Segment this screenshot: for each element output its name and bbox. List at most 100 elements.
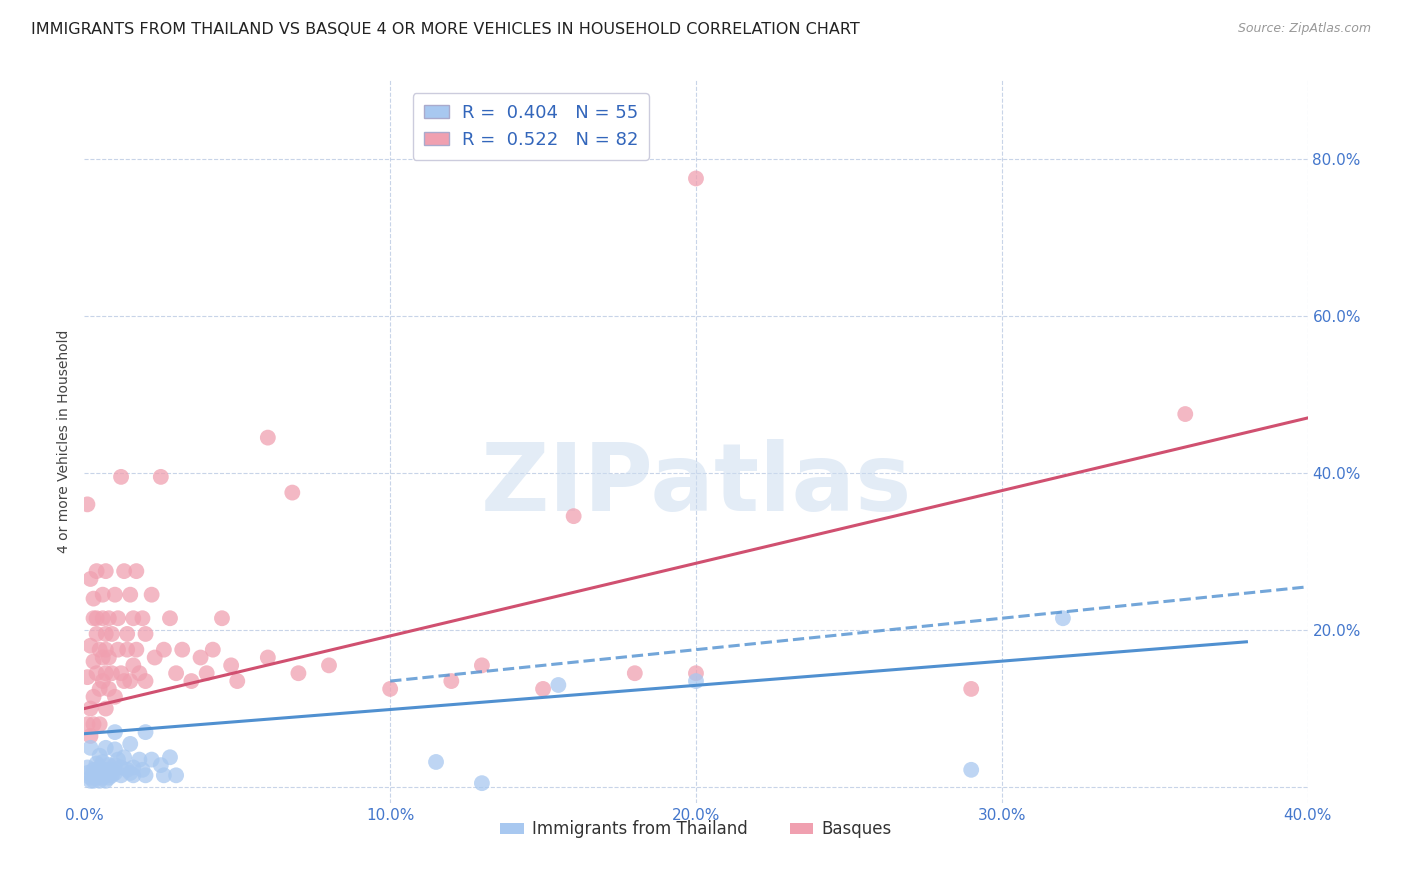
Point — [94, 627, 117, 641]
Point — [104, 690, 127, 704]
Point — [471, 658, 494, 673]
Point — [226, 674, 249, 689]
Point — [91, 764, 114, 779]
Point — [101, 763, 124, 777]
Point — [131, 611, 153, 625]
Point — [115, 642, 138, 657]
Point — [159, 611, 181, 625]
Point — [79, 771, 101, 785]
Point — [685, 171, 707, 186]
Point — [89, 642, 111, 657]
Point — [153, 642, 176, 657]
Point — [86, 666, 108, 681]
Point — [562, 509, 585, 524]
Text: ZIPatlas: ZIPatlas — [481, 439, 911, 531]
Point — [128, 666, 150, 681]
Point — [180, 674, 202, 689]
Point — [257, 431, 280, 445]
Point — [79, 572, 101, 586]
Point — [149, 758, 172, 772]
Point — [79, 773, 101, 788]
Text: Source: ZipAtlas.com: Source: ZipAtlas.com — [1237, 22, 1371, 36]
Point — [104, 766, 127, 780]
Point — [112, 564, 135, 578]
Point — [153, 768, 176, 782]
Point — [122, 760, 145, 774]
Point — [143, 650, 166, 665]
Point — [120, 737, 142, 751]
Point — [94, 666, 117, 681]
Point — [110, 760, 132, 774]
Point — [83, 655, 105, 669]
Point — [86, 771, 108, 785]
Point — [91, 674, 114, 689]
Point — [86, 766, 108, 780]
Point — [165, 768, 187, 782]
Point — [1052, 611, 1074, 625]
Point — [135, 674, 157, 689]
Point — [135, 768, 157, 782]
Point — [120, 588, 142, 602]
Point — [76, 766, 98, 780]
Point — [141, 588, 163, 602]
Point — [89, 681, 111, 696]
Point — [125, 564, 148, 578]
Point — [115, 627, 138, 641]
Point — [287, 666, 309, 681]
Point — [97, 766, 120, 780]
Point — [318, 658, 340, 673]
Point — [76, 497, 98, 511]
Point — [83, 591, 105, 606]
Point — [159, 750, 181, 764]
Point — [91, 650, 114, 665]
Point — [91, 771, 114, 785]
Point — [89, 717, 111, 731]
Point — [281, 485, 304, 500]
Point — [86, 611, 108, 625]
Text: IMMIGRANTS FROM THAILAND VS BASQUE 4 OR MORE VEHICLES IN HOUSEHOLD CORRELATION C: IMMIGRANTS FROM THAILAND VS BASQUE 4 OR … — [31, 22, 859, 37]
Point — [149, 470, 172, 484]
Point — [89, 748, 111, 763]
Point — [685, 666, 707, 681]
Point — [104, 725, 127, 739]
Point — [76, 760, 98, 774]
Point — [83, 690, 105, 704]
Point — [128, 753, 150, 767]
Point — [83, 611, 105, 625]
Point — [79, 729, 101, 743]
Point — [97, 681, 120, 696]
Point — [531, 681, 554, 696]
Point — [107, 753, 129, 767]
Point — [91, 755, 114, 769]
Point — [94, 740, 117, 755]
Point — [960, 681, 983, 696]
Point — [122, 768, 145, 782]
Point — [190, 650, 212, 665]
Point — [122, 658, 145, 673]
Point — [107, 611, 129, 625]
Point — [94, 773, 117, 788]
Point — [380, 681, 402, 696]
Point — [86, 627, 108, 641]
Point — [107, 642, 129, 657]
Point — [97, 650, 120, 665]
Point — [960, 763, 983, 777]
Point — [135, 725, 157, 739]
Point — [120, 766, 142, 780]
Point — [94, 768, 117, 782]
Point — [104, 758, 127, 772]
Point — [97, 758, 120, 772]
Point — [94, 701, 117, 715]
Point — [547, 678, 569, 692]
Y-axis label: 4 or more Vehicles in Household: 4 or more Vehicles in Household — [58, 330, 72, 553]
Point — [94, 642, 117, 657]
Point — [101, 666, 124, 681]
Point — [83, 773, 105, 788]
Point — [165, 666, 187, 681]
Point — [79, 740, 101, 755]
Point — [110, 768, 132, 782]
Point — [122, 611, 145, 625]
Point — [104, 588, 127, 602]
Point — [624, 666, 647, 681]
Point — [115, 763, 138, 777]
